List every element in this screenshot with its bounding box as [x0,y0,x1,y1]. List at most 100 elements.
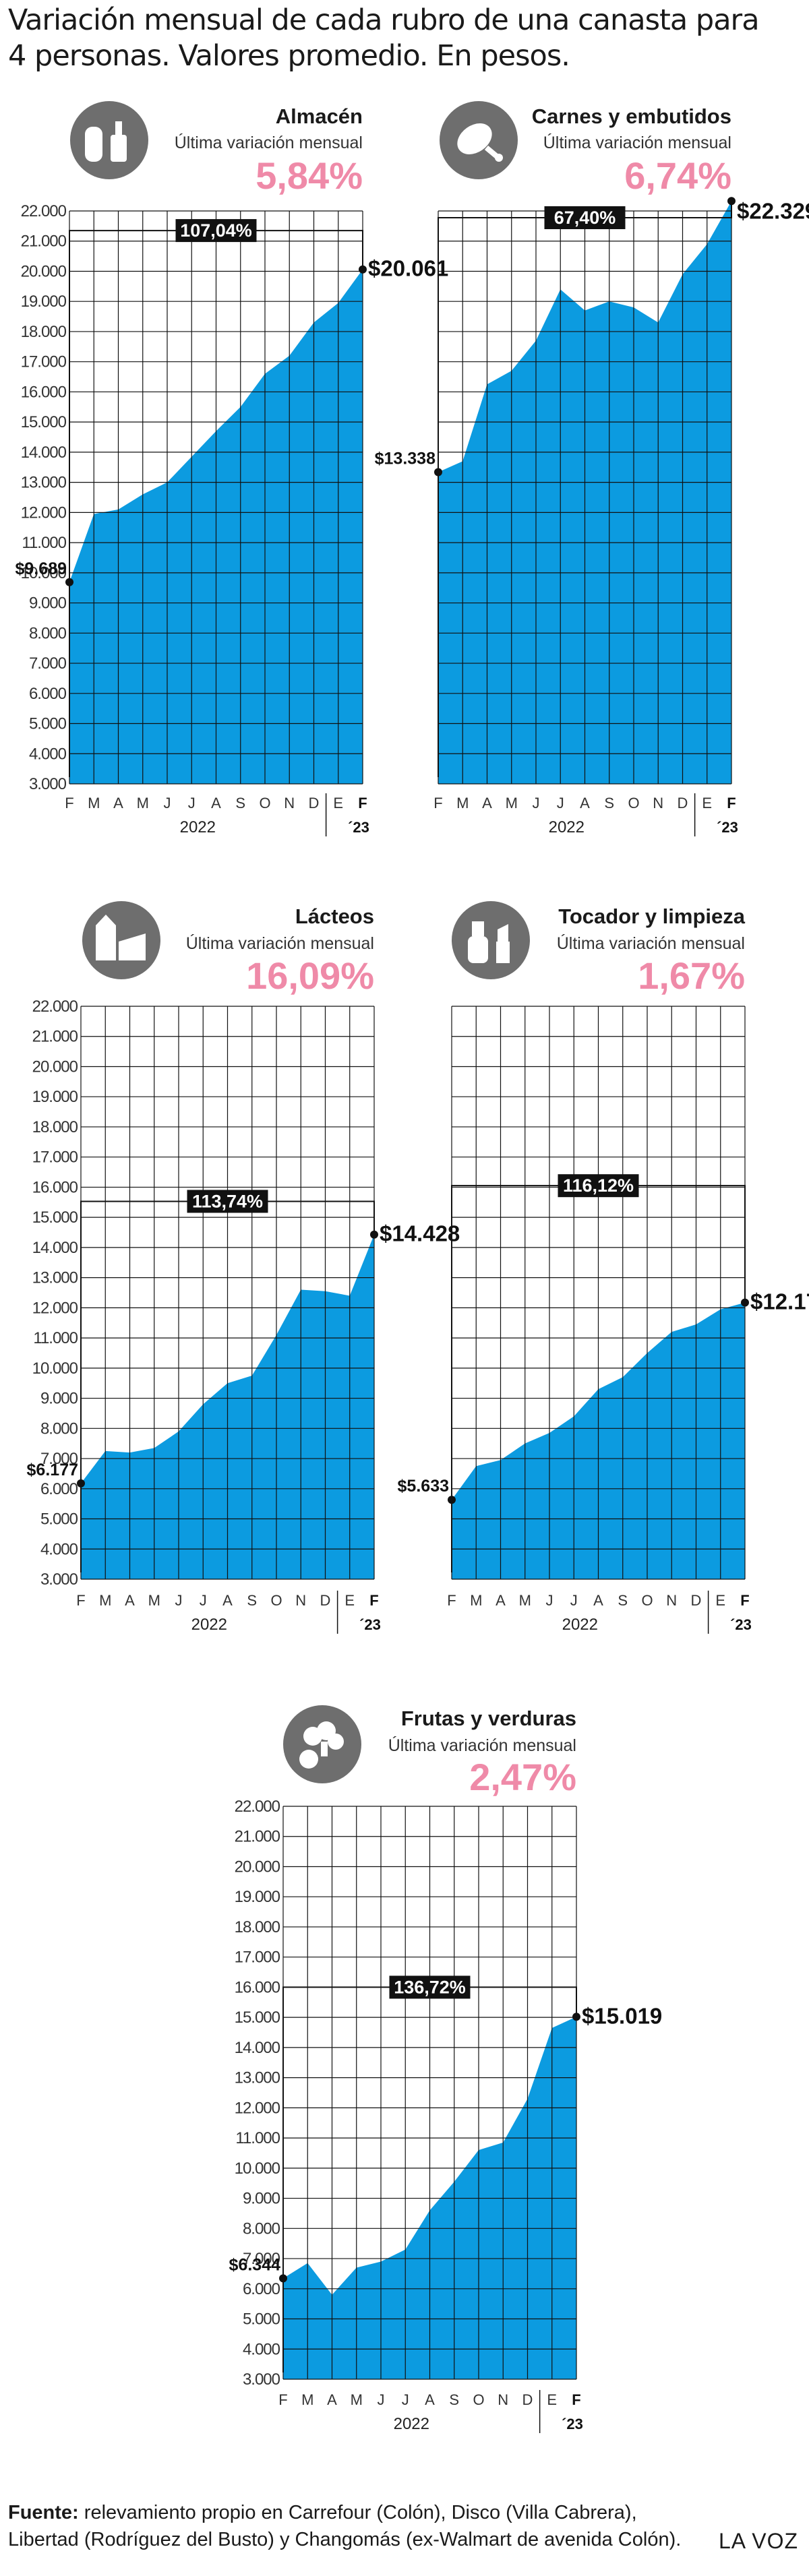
bone-end [495,154,503,162]
y-tick-label: 4.000 [40,1540,78,1558]
broccoli-top-3 [328,1734,344,1750]
y-tick-label: 5.000 [29,715,67,733]
x-tick-label: S [449,2391,459,2408]
cumulative-variation-label: 67,40% [554,208,616,228]
y-tick-label: 8.000 [29,624,67,642]
x-tick-label: F [740,1592,749,1609]
category-icon-group [283,1705,361,1783]
x-tick-label: J [378,2391,385,2408]
year-label-2022: 2022 [549,818,585,836]
year-label-23: ´23 [359,1616,381,1633]
y-tick-label: 19.000 [235,1888,280,1906]
year-label-2022: 2022 [562,1616,598,1634]
panel-title: Carnes y embutidos [532,104,731,128]
cumulative-badge [389,1975,471,1999]
start-point [279,2274,287,2283]
panel-title: Almacén [276,104,363,128]
y-tick-label: 20.000 [235,1858,280,1876]
start-point [434,468,442,477]
x-tick-label: D [320,1592,331,1609]
y-tick-label: 20.000 [21,262,67,280]
y-tick-label: 8.000 [40,1419,78,1438]
y-tick-label: 14.000 [235,2039,280,2057]
y-tick-label: 3.000 [243,2370,280,2389]
x-tick-label: N [295,1592,306,1609]
x-tick-label: D [309,795,320,811]
vegetables-icon [299,1721,344,1769]
x-tick-label: F [727,795,736,811]
x-tick-label: A [482,795,492,811]
y-tick-label: 15.000 [235,2008,280,2027]
y-tick-label: 3.000 [40,1570,78,1589]
bottle-body [111,135,127,162]
end-value-label: $15.019 [582,2003,662,2028]
end-point [727,197,736,206]
category-icon-group [440,101,518,179]
y-tick-label: 22.000 [32,998,78,1016]
y-tick-label: 4.000 [243,2340,280,2358]
category-icon-group [82,901,160,979]
icon-disc [452,901,530,979]
y-tick-label: 10.000 [21,564,67,582]
y-tick-label: 20.000 [32,1057,78,1076]
end-value-label: $20.061 [368,256,448,281]
end-point [359,265,367,274]
y-tick-label: 11.000 [33,1329,78,1347]
y-tick-label: 6.000 [29,685,67,703]
x-tick-label: O [259,795,270,811]
leg-meat [457,123,492,154]
y-tick-label: 22.000 [21,202,67,220]
start-value-label: $5.633 [398,1477,449,1496]
y-tick-label: 13.000 [21,474,67,492]
cumulative-variation-label: 113,74% [192,1191,263,1211]
y-tick-label: 10.000 [32,1359,78,1378]
y-tick-label: 22.000 [235,1798,280,1816]
cumulative-variation-label: 116,12% [563,1175,634,1196]
x-tick-label: F [447,1592,456,1609]
year-label-23: ´23 [730,1616,752,1633]
page-title: Variación mensual de cada rubro de una c… [8,3,760,73]
apple-shape [299,1750,318,1769]
x-tick-label: N [653,795,663,811]
y-tick-label: 6.000 [243,2280,280,2298]
year-label-2022: 2022 [394,2415,429,2433]
y-tick-label: 18.000 [235,1918,280,1936]
bottle-neck [115,121,122,136]
x-tick-label: J [164,795,171,811]
y-tick-label: 9.000 [40,1390,78,1408]
source-text: relevamiento propio en Carrefour (Colón)… [8,2502,682,2550]
x-tick-label: A [496,1592,506,1609]
y-tick-label: 18.000 [21,323,67,341]
year-label-2022: 2022 [180,818,216,836]
x-tick-label: E [333,795,343,811]
x-tick-label: F [369,1592,378,1609]
panel-title: Frutas y verduras [401,1707,576,1730]
y-tick-label: 19.000 [32,1088,78,1106]
start-point [77,1479,85,1488]
start-value-label: $6.344 [229,2255,281,2274]
end-value-label: $14.428 [380,1221,460,1246]
cumulative-variation-label: 136,72% [394,1977,466,1997]
x-tick-label: E [702,795,712,811]
x-tick-label: F [278,2391,287,2408]
x-tick-label: S [604,795,614,811]
panel-subtitle: Última variación mensual [543,133,731,152]
x-tick-label: A [125,1592,135,1609]
x-tick-label: J [200,1592,207,1609]
y-tick-label: 8.000 [243,2219,280,2238]
cumulative-variation-label: 107,04% [180,220,252,241]
x-tick-label: A [211,795,221,811]
source-note: Fuente: relevamiento propio en Carrefour… [8,2499,682,2553]
x-tick-label: D [678,795,688,811]
x-tick-label: O [628,795,639,811]
spray-bottle [468,936,488,963]
y-tick-label: 14.000 [32,1239,78,1257]
end-point [572,2013,580,2021]
carton-top [96,915,116,925]
x-tick-label: J [533,795,540,811]
x-tick-label: M [148,1592,160,1609]
x-tick-label: M [506,795,518,811]
milk-cheese-icon [96,915,146,960]
lipstick-body [496,942,510,963]
